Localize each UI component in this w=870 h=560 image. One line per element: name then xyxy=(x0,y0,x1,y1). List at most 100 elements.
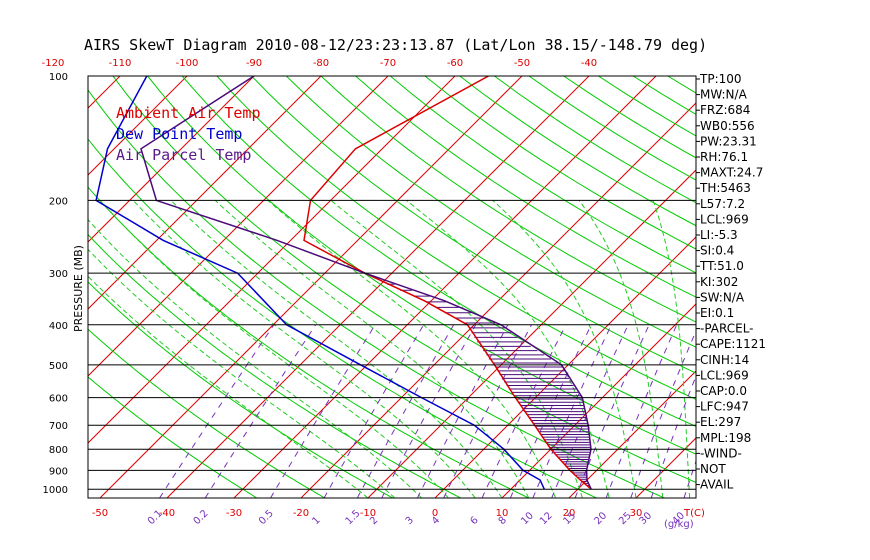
index-label: KI:302 xyxy=(700,275,738,289)
mixing-ratio-line xyxy=(443,324,532,498)
mixing-ratio-line xyxy=(416,324,509,498)
dry-adiabat-line xyxy=(88,233,461,498)
top-temp-tick: -60 xyxy=(447,58,463,69)
index-label: FRZ:684 xyxy=(700,103,750,117)
cape-hatch-region xyxy=(374,277,591,488)
dry-adiabat-line xyxy=(667,76,696,94)
mixing-ratio-label: 3 xyxy=(404,515,416,527)
isobar-lines xyxy=(88,75,696,490)
index-label: MW:N/A xyxy=(700,88,748,102)
index-label: CAP:0.0 xyxy=(700,384,747,398)
bottom-temp-tick-labels: -50 -40 -30 -20 -10 0 10 20 30 T(C) xyxy=(92,508,705,519)
isotherm-line xyxy=(88,76,188,176)
mixing-ratio-label: 20 xyxy=(592,510,609,527)
dry-adiabat-line xyxy=(88,138,597,498)
pressure-tick-label: 700 xyxy=(49,421,68,432)
isotherm-line xyxy=(88,76,121,109)
mixing-ratio-line xyxy=(381,324,477,498)
index-label: NOT xyxy=(700,462,726,476)
dry-adiabat-line xyxy=(285,76,696,348)
top-temp-tick: -90 xyxy=(246,58,262,69)
index-label: LI:-5.3 xyxy=(700,228,738,242)
mixing-ratio-line xyxy=(605,324,678,498)
legend-entry: Air Parcel Temp xyxy=(116,146,251,164)
pressure-tick-label: 600 xyxy=(49,394,68,405)
index-label: -PARCEL- xyxy=(700,322,754,336)
pressure-tick-label: 800 xyxy=(49,445,68,456)
isotherm-line xyxy=(233,76,657,498)
mixing-ratio-label: 6 xyxy=(468,515,480,527)
mixing-ratio-line xyxy=(270,324,376,498)
bottom-temp-tick: 10 xyxy=(496,508,509,519)
bottom-temp-tick: 20 xyxy=(563,508,576,519)
chart-title: AIRS SkewT Diagram 2010-08-12/23:23:13.8… xyxy=(84,36,707,54)
dry-adiabat-line xyxy=(88,376,258,498)
bottom-temp-tick: -30 xyxy=(226,508,242,519)
dry-adiabat-line xyxy=(424,76,696,250)
index-label: EL:297 xyxy=(700,415,741,429)
bottom-temp-tick: -40 xyxy=(159,508,175,519)
bottom-temp-tick: -20 xyxy=(293,508,309,519)
mixing-ratio-label: 12 xyxy=(538,510,555,527)
mixing-ratio-label: 4 xyxy=(430,515,442,527)
index-label: LCL:969 xyxy=(700,212,749,226)
mixing-ratio-label: 10 xyxy=(519,510,536,527)
index-label: EI:0.1 xyxy=(700,306,734,320)
bottom-temp-unit: T(C) xyxy=(683,508,705,519)
index-label: MAXT:24.7 xyxy=(700,166,763,180)
ambient-temp-line xyxy=(303,76,592,490)
moist-adiabat-line xyxy=(267,200,557,498)
moist-adiabat-line xyxy=(214,200,530,498)
mixing-ratio-label: 0.5 xyxy=(257,508,276,527)
moist-adiabat-line xyxy=(132,200,476,498)
plot-area xyxy=(88,57,870,498)
moist-adiabat-line xyxy=(406,200,610,498)
dry-adiabat-line xyxy=(112,76,696,484)
mixing-ratio-line xyxy=(481,324,567,498)
index-label: LFC:947 xyxy=(700,400,749,414)
index-label: SW:N/A xyxy=(700,290,745,304)
mixing-ratio-unit: (g/kg) xyxy=(664,519,694,530)
isotherm-line xyxy=(501,303,696,498)
dry-adiabat-line xyxy=(88,328,326,498)
legend: Ambient Air Temp Dew Point Temp Air Parcel… xyxy=(116,104,261,164)
dry-adiabat-line xyxy=(251,76,696,374)
isotherm-line xyxy=(434,236,696,498)
dry-adiabat-line xyxy=(320,76,696,323)
index-label: -WIND- xyxy=(700,446,742,460)
isotherm-line xyxy=(837,57,870,498)
moist-adiabat-lines xyxy=(88,200,691,498)
index-label: CAPE:1121 xyxy=(700,337,766,351)
index-label: TP:100 xyxy=(699,72,742,86)
index-label: L57:7.2 xyxy=(700,197,745,211)
isotherm-line xyxy=(300,102,696,498)
dry-adiabat-line xyxy=(88,281,394,498)
moist-adiabat-line xyxy=(99,200,449,498)
bottom-temp-tick: 30 xyxy=(630,508,643,519)
isotherm-line xyxy=(88,76,389,377)
pressure-tick-label: 300 xyxy=(49,269,68,280)
bottom-temp-tick: -50 xyxy=(92,508,108,519)
isotherm-line xyxy=(99,76,523,498)
dry-adiabat-line xyxy=(147,76,696,455)
plot-frame xyxy=(87,75,697,499)
top-temp-tick: -40 xyxy=(581,58,597,69)
mixing-ratio-line xyxy=(356,324,455,498)
bottom-temp-tick: -10 xyxy=(360,508,376,519)
isotherm-line xyxy=(770,57,870,498)
index-label: CINH:14 xyxy=(700,353,749,367)
index-label: MPL:198 xyxy=(700,431,751,445)
dry-adiabat-line xyxy=(181,76,696,427)
top-temp-tick-labels: -120 -110 -100 -90 -80 -70 -60 -50 -40 xyxy=(42,58,598,69)
index-label: TH:5463 xyxy=(699,181,751,195)
index-label: RH:76.1 xyxy=(700,150,748,164)
moist-adiabat-line xyxy=(330,200,583,498)
legend-entry: Ambient Air Temp xyxy=(116,104,261,122)
index-label: PW:23.31 xyxy=(700,134,757,148)
index-label: AVAIL xyxy=(700,478,734,492)
top-temp-tick: -100 xyxy=(176,58,199,69)
moist-adiabat-line xyxy=(88,218,422,498)
moist-adiabat-line xyxy=(88,275,369,498)
